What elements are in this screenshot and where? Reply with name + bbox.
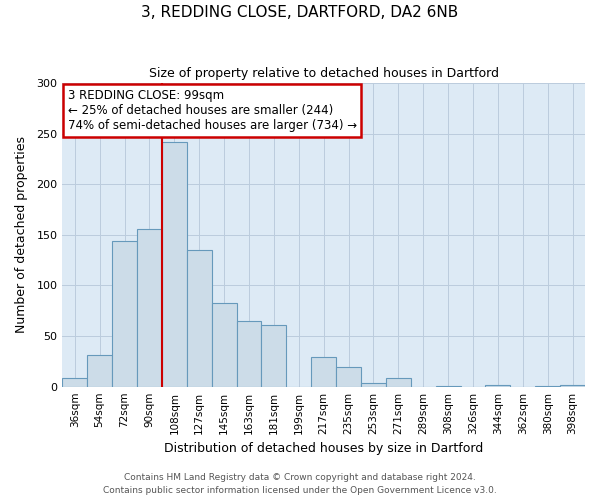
Bar <box>262 325 286 386</box>
X-axis label: Distribution of detached houses by size in Dartford: Distribution of detached houses by size … <box>164 442 483 455</box>
Title: Size of property relative to detached houses in Dartford: Size of property relative to detached ho… <box>149 68 499 80</box>
Bar <box>311 358 336 386</box>
Bar <box>361 382 386 386</box>
Bar <box>162 142 187 386</box>
Bar <box>386 378 411 386</box>
Bar <box>212 302 236 386</box>
Bar <box>87 356 112 386</box>
Text: Contains HM Land Registry data © Crown copyright and database right 2024.
Contai: Contains HM Land Registry data © Crown c… <box>103 474 497 495</box>
Text: 3 REDDING CLOSE: 99sqm
← 25% of detached houses are smaller (244)
74% of semi-de: 3 REDDING CLOSE: 99sqm ← 25% of detached… <box>68 89 356 132</box>
Bar <box>62 378 87 386</box>
Y-axis label: Number of detached properties: Number of detached properties <box>15 136 28 334</box>
Bar <box>137 229 162 386</box>
Bar <box>485 384 511 386</box>
Bar <box>236 321 262 386</box>
Bar <box>336 368 361 386</box>
Bar <box>112 241 137 386</box>
Bar <box>560 384 585 386</box>
Text: 3, REDDING CLOSE, DARTFORD, DA2 6NB: 3, REDDING CLOSE, DARTFORD, DA2 6NB <box>142 5 458 20</box>
Bar <box>187 250 212 386</box>
